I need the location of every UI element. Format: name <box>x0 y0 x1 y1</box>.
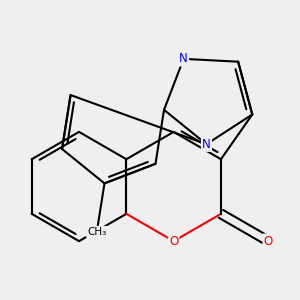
Text: O: O <box>264 235 273 248</box>
Text: CH₃: CH₃ <box>87 227 106 237</box>
Text: N: N <box>202 138 211 151</box>
Text: O: O <box>169 235 178 248</box>
Text: N: N <box>179 52 188 65</box>
